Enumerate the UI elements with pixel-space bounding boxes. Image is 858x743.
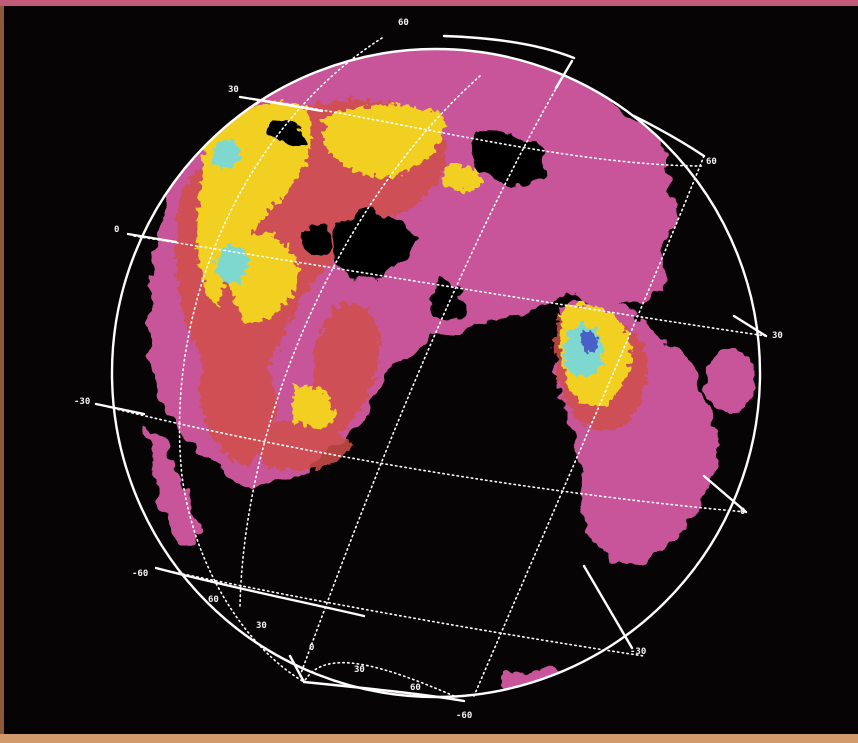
grid-label-lat-neg30-se: -30 [630, 647, 646, 657]
solid-segment-30sw [94, 402, 146, 416]
grid-label-lat-neg30-w: -30 [74, 397, 90, 407]
solid-segment-se [582, 564, 634, 650]
grid-label-lon-60-s: 60 [410, 683, 421, 693]
solid-segment-south [288, 654, 466, 703]
grid-label-lat-neg60-s: -60 [456, 711, 472, 721]
solid-segment-lon-top [554, 59, 574, 90]
lunar-globe-map: 60 30 60 0 30 -30 0 -60 60 30 0 30 60 -3… [74, 18, 783, 721]
grid-label-lon-60-top: 60 [398, 18, 409, 28]
grid-label-lat-neg60-w: -60 [132, 569, 148, 579]
peak-value-region [212, 140, 604, 377]
longitude-line-w [178, 37, 383, 683]
longitude-line-mid [239, 75, 481, 607]
latitude-line-30n [239, 96, 705, 167]
grid-label-lon-0-s: 0 [309, 643, 314, 653]
lunar-map-panel: 60 30 60 0 30 -30 0 -60 60 30 0 30 60 -3… [4, 6, 858, 734]
solid-segment-30e [732, 314, 768, 338]
grid-label-lat-0-w: 0 [114, 225, 119, 235]
solid-segment-30n [238, 95, 324, 113]
coordinate-grid [94, 34, 768, 703]
grid-label-lon-30-sw: 30 [256, 621, 267, 631]
longitude-line-e [473, 155, 705, 697]
top-frame-strip [0, 0, 858, 6]
longitude-line-south-arc [303, 661, 455, 697]
grid-label-lat-30-e: 30 [772, 331, 783, 341]
solid-segment-top [442, 34, 576, 60]
grid-label-lon-60-sw: 60 [208, 595, 219, 605]
solid-segment-0e [702, 474, 748, 514]
solid-segment-0w [126, 232, 178, 244]
left-frame-strip [0, 6, 4, 734]
solid-segment-60sw [154, 566, 366, 618]
no-data-holes [272, 118, 549, 321]
grid-label-lat-30-nw: 30 [228, 85, 239, 95]
bottom-frame-strip [0, 734, 858, 743]
grid-label-lon-30-s: 30 [354, 665, 365, 675]
surface-data-layer [144, 49, 753, 693]
latitude-line-0 [133, 235, 767, 337]
grid-label-lat-0-e: 0 [740, 507, 745, 517]
grid-labels: 60 30 60 0 30 -30 0 -60 60 30 0 30 60 -3… [74, 18, 783, 721]
grid-label-lon-60-ne: 60 [706, 157, 717, 167]
solid-segment-ne [632, 114, 706, 158]
latitude-line-60s [163, 569, 645, 657]
longitude-line-0 [299, 60, 573, 677]
